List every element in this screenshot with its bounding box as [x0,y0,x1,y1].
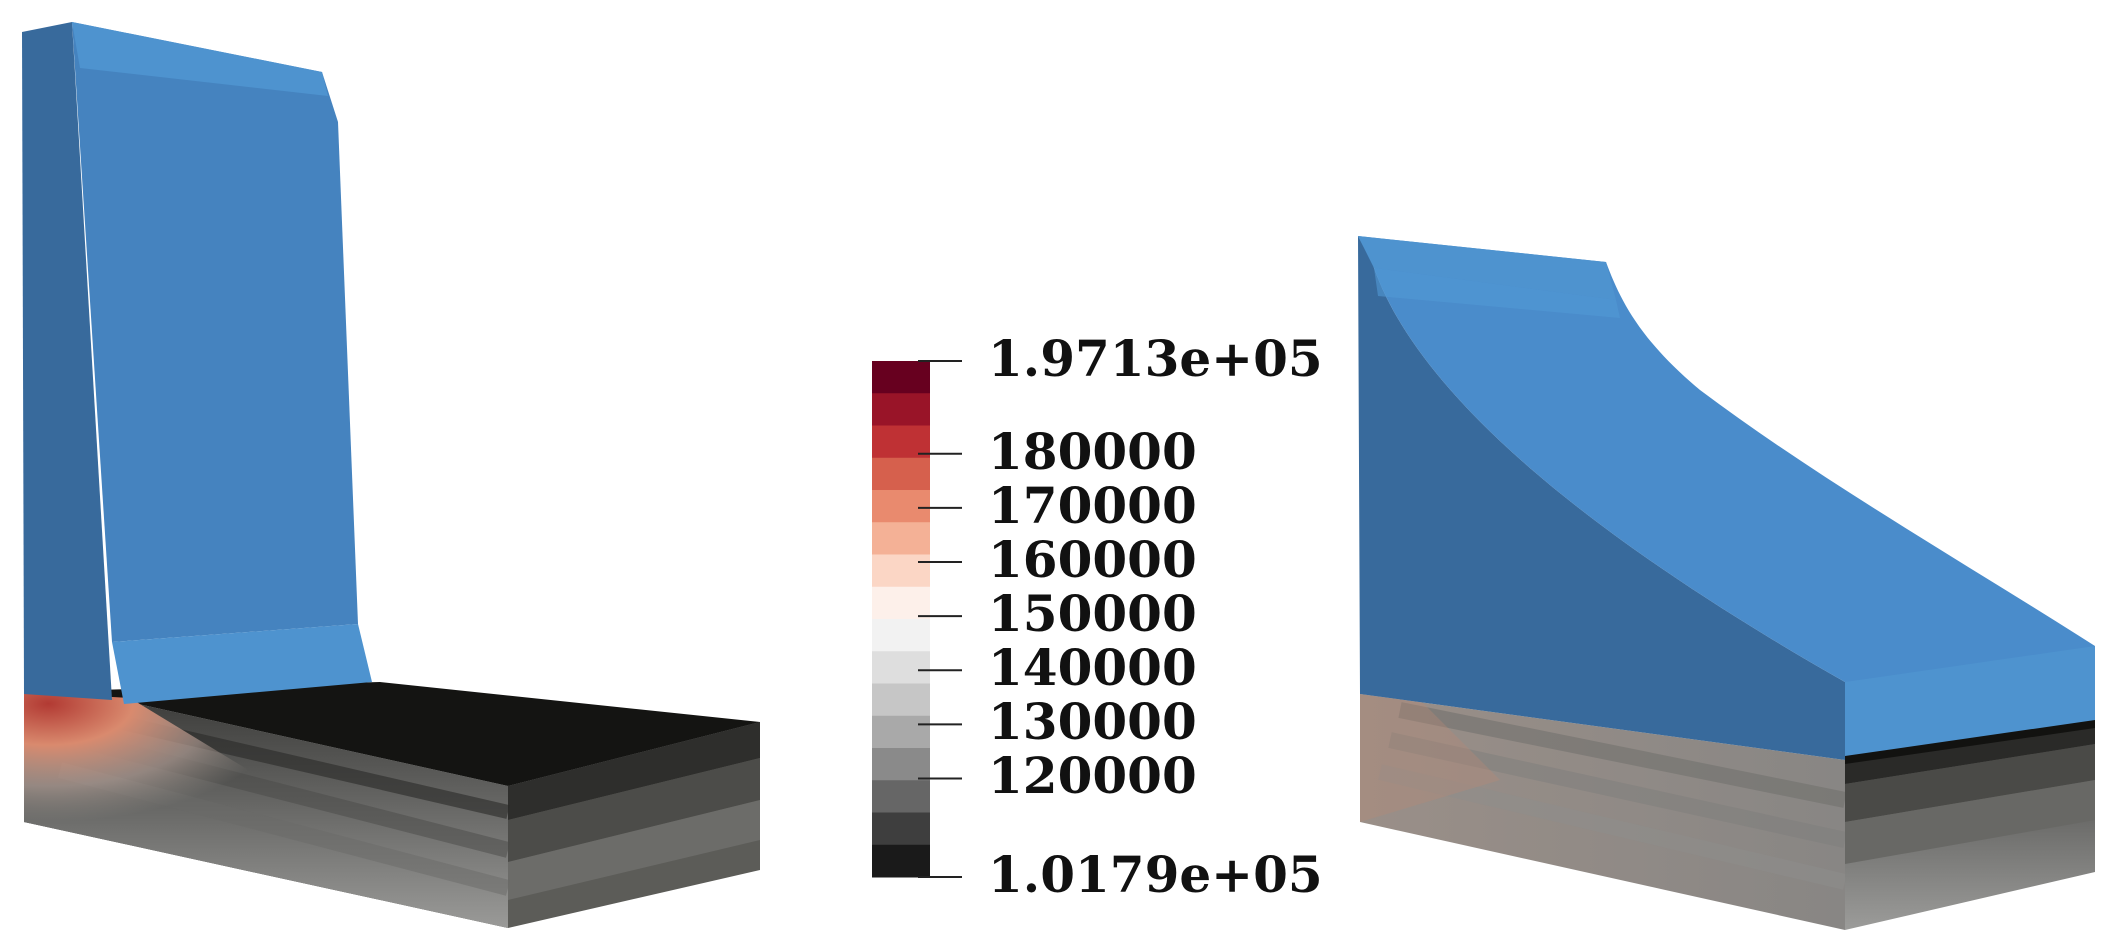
right-dam-downstream-face [1358,236,2095,682]
right-dam-base-edge [1845,720,2095,764]
right-foundation-right-band-2 [1845,744,2095,822]
right-foundation-right-band-3 [1845,780,2095,864]
colorbar-band [872,812,930,846]
right-dam-crest-band [1374,268,1620,318]
colorbar-band [872,522,930,555]
colorbar-band [872,715,930,749]
left-foundation-right-band [508,722,760,820]
right-strata-line [1398,702,1847,808]
colorbar [872,360,962,878]
right-dam-crest-face [1358,236,1616,300]
colorbar-tick-label: 140000 [988,638,1197,698]
left-foundation-right-band-2 [508,758,760,862]
colorbar-tick-label: 180000 [988,421,1197,481]
colorbar-band [872,554,930,588]
colorbar-band [872,748,930,781]
colorbar-tick-label: 160000 [988,529,1197,589]
colorbar-band [872,361,930,394]
colorbar-band [872,844,930,878]
colorbar-band [872,490,930,523]
right-dam-side-face [1358,236,1845,760]
colorbar-tick-label: 170000 [988,475,1197,535]
colorbar-band [872,586,930,620]
colorbar-band [872,393,930,426]
colorbar-band [872,651,930,684]
right-strata-line [1378,764,1847,890]
colorbar-band [872,780,930,813]
right-dam-model [1358,236,2095,930]
colorbar-band [872,457,930,491]
right-strata-line [1388,732,1847,848]
colorbar-band [872,619,930,652]
left-dam-crest-face [72,22,328,96]
left-foundation-top-face [24,682,760,786]
left-dam-model [22,22,760,928]
colorbar-max-label: 1.9713e+05 [988,329,1323,388]
colorbar-tick-label: 150000 [988,584,1197,644]
right-foundation-right-band [1845,722,2095,784]
left-foundation-right-band-3 [508,800,760,900]
left-dam-base-face [112,624,372,704]
left-dam-front-face [72,22,358,642]
left-heel-stress-spot [24,692,508,928]
colorbar-tick-label: 130000 [988,692,1197,752]
colorbar-min-label: 1.0179e+05 [988,845,1323,904]
right-heel-stress-spot [1360,694,1500,822]
colorbar-band [872,683,930,717]
colorbar-tick-label: 120000 [988,746,1197,806]
left-dam-side-face [22,22,112,700]
